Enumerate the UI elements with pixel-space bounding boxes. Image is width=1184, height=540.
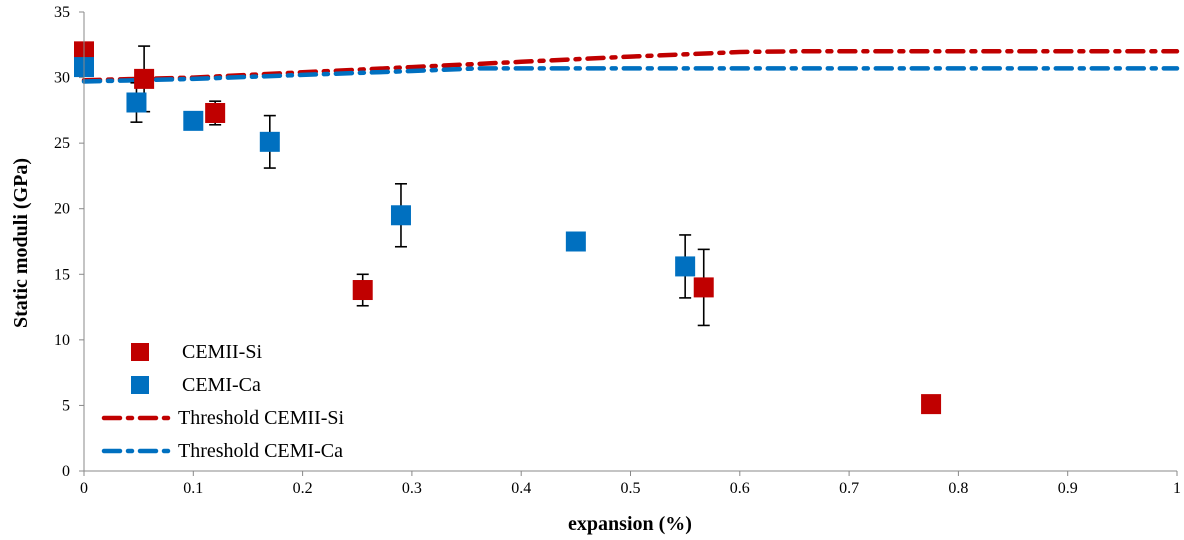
legend-label-cemi-ca: CEMI-Ca <box>182 374 261 396</box>
x-tick-label: 0.4 <box>511 480 531 497</box>
threshold-line-threshold-cemi-ca <box>81 66 1180 84</box>
x-tick-label: 0.7 <box>839 480 859 497</box>
x-axis-title: expansion (%) <box>568 513 692 535</box>
marker-cemi-ca <box>390 205 411 226</box>
marker-cemii-si <box>921 394 942 415</box>
y-tick-label: 35 <box>54 4 70 21</box>
x-tick-label: 1 <box>1173 480 1181 497</box>
marker-cemi-ca <box>565 231 586 252</box>
x-tick-label: 0.3 <box>402 480 422 497</box>
y-tick-label: 20 <box>54 201 70 218</box>
y-tick-label: 30 <box>54 70 70 87</box>
threshold-lines <box>81 49 1180 84</box>
marker-cemi-ca <box>183 110 204 131</box>
axes <box>79 11 1178 476</box>
x-tick-label: 0.2 <box>293 480 313 497</box>
y-axis-title: Static moduli (GPa) <box>10 158 32 328</box>
y-tick-label: 15 <box>54 266 70 283</box>
legend-marker-cemi-ca <box>131 376 149 394</box>
legend-label-threshold-cemii-si: Threshold CEMII-Si <box>178 407 345 429</box>
y-tick-label: 5 <box>62 397 70 414</box>
x-tick-label: 0 <box>80 480 88 497</box>
x-tick-label: 0.6 <box>730 480 750 497</box>
marker-cemii-si <box>134 68 155 89</box>
legend: CEMII-Si CEMI-Ca Threshold CEMII-Si Thresho… <box>101 341 345 462</box>
y-tick-label: 0 <box>62 463 70 480</box>
marker-cemii-si <box>352 280 373 301</box>
x-tick-label: 0.9 <box>1058 480 1078 497</box>
marker-cemi-ca <box>259 131 280 152</box>
marker-cemi-ca <box>675 256 696 277</box>
marker-cemii-si <box>205 102 226 123</box>
error-bars <box>130 45 710 327</box>
marker-cemi-ca <box>126 92 147 113</box>
y-tick-label: 25 <box>54 135 70 152</box>
x-tick-label: 0.5 <box>621 480 641 497</box>
y-tick-label: 10 <box>54 332 70 349</box>
tick-labels: 0 0.1 0.2 0.3 0.4 0.5 0.6 0.7 0.8 0.9 105101520253… <box>54 4 1181 497</box>
data-markers <box>74 41 942 415</box>
x-tick-label: 0.1 <box>183 480 203 497</box>
marker-cemii-si <box>693 277 714 298</box>
threshold-line-threshold-cemii-si <box>81 49 1180 83</box>
legend-marker-cemii-si <box>131 343 149 361</box>
legend-label-cemii-si: CEMII-Si <box>182 341 262 363</box>
legend-label-threshold-cemi-ca: Threshold CEMI-Ca <box>178 440 343 462</box>
x-tick-label: 0.8 <box>948 480 968 497</box>
